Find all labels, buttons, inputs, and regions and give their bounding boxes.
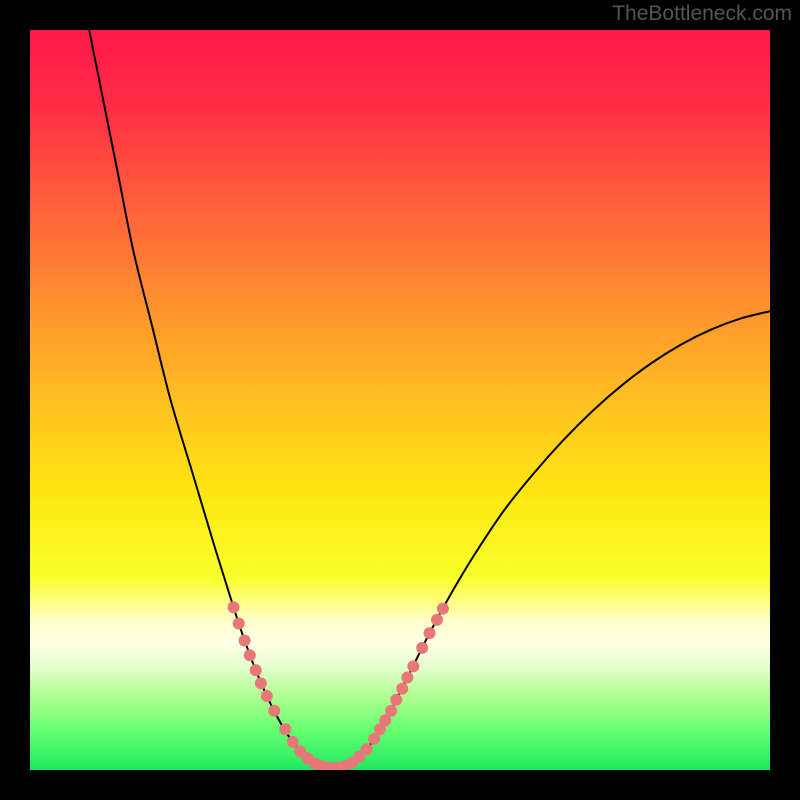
watermark-text: TheBottleneck.com (612, 2, 792, 26)
data-marker (233, 617, 245, 629)
gradient-background (30, 30, 770, 770)
data-marker (401, 672, 413, 684)
data-marker (250, 664, 262, 676)
data-marker (287, 736, 299, 748)
data-marker (390, 694, 402, 706)
plot-area (30, 30, 770, 770)
data-marker (407, 660, 419, 672)
data-marker (437, 603, 449, 615)
data-marker (431, 614, 443, 626)
data-marker (279, 723, 291, 735)
data-marker (261, 690, 273, 702)
data-marker (244, 649, 256, 661)
chart-outer: TheBottleneck.com (0, 0, 800, 800)
data-marker (268, 705, 280, 717)
data-marker (385, 705, 397, 717)
data-marker (416, 642, 428, 654)
data-marker (228, 601, 240, 613)
data-marker (361, 743, 373, 755)
data-marker (255, 677, 267, 689)
data-marker (396, 683, 408, 695)
data-marker (239, 635, 251, 647)
data-marker (424, 627, 436, 639)
